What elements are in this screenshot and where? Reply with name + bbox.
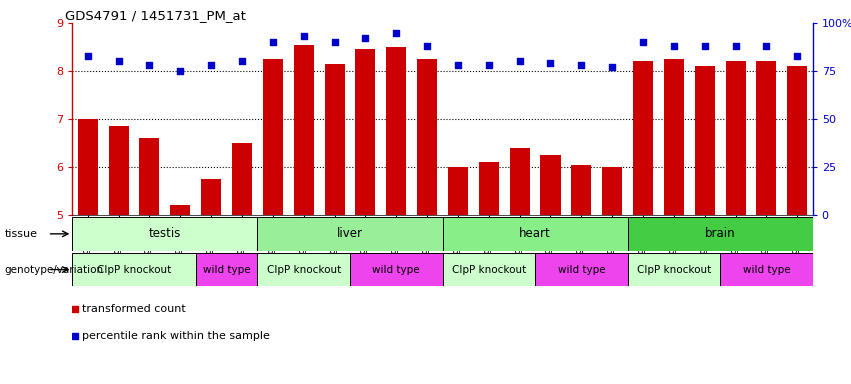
Point	[390, 30, 403, 36]
Point	[358, 35, 372, 41]
Bar	[140, 138, 159, 215]
Point	[328, 39, 341, 45]
Text: brain: brain	[705, 227, 735, 240]
Text: ClpP knockout: ClpP knockout	[97, 265, 171, 275]
Point	[266, 39, 280, 45]
Point	[760, 43, 774, 49]
Text: wild type: wild type	[557, 265, 605, 275]
Bar	[294, 45, 314, 215]
Text: ClpP knockout: ClpP knockout	[266, 265, 341, 275]
Bar	[720, 253, 813, 286]
Point	[235, 58, 248, 65]
Bar	[757, 61, 776, 215]
Bar	[627, 217, 813, 251]
Bar	[72, 217, 257, 251]
Point	[698, 43, 711, 49]
Text: GDS4791 / 1451731_PM_at: GDS4791 / 1451731_PM_at	[65, 9, 246, 22]
Point	[174, 68, 187, 74]
Bar	[540, 155, 561, 215]
Bar	[603, 167, 622, 215]
Bar	[356, 50, 375, 215]
Bar	[72, 253, 196, 286]
Text: percentile rank within the sample: percentile rank within the sample	[82, 331, 270, 341]
Bar	[324, 64, 345, 215]
Text: testis: testis	[149, 227, 181, 240]
Text: genotype/variation: genotype/variation	[4, 265, 103, 275]
Bar	[443, 217, 627, 251]
Text: wild type: wild type	[373, 265, 420, 275]
Point	[297, 33, 311, 40]
Bar	[664, 59, 684, 215]
Text: tissue: tissue	[4, 229, 37, 239]
Text: wild type: wild type	[203, 265, 250, 275]
Point	[667, 43, 681, 49]
Bar	[627, 253, 720, 286]
Text: ClpP knockout: ClpP knockout	[452, 265, 526, 275]
Text: transformed count: transformed count	[82, 305, 186, 314]
Bar	[196, 253, 257, 286]
Bar	[787, 66, 808, 215]
Bar	[633, 61, 653, 215]
Point	[143, 62, 157, 68]
Text: wild type: wild type	[743, 265, 791, 275]
Bar	[571, 165, 591, 215]
Point	[574, 62, 588, 68]
Bar	[109, 126, 129, 215]
Bar	[386, 47, 406, 215]
Point	[204, 62, 218, 68]
Bar	[443, 253, 535, 286]
Point	[482, 62, 495, 68]
Bar	[257, 217, 443, 251]
Point	[728, 43, 742, 49]
Text: ClpP knockout: ClpP knockout	[637, 265, 711, 275]
Bar	[350, 253, 443, 286]
Point	[544, 60, 557, 66]
Bar	[694, 66, 715, 215]
Point	[451, 62, 465, 68]
Point	[637, 39, 650, 45]
Bar	[535, 253, 627, 286]
Bar	[417, 59, 437, 215]
Point	[420, 43, 434, 49]
Bar	[232, 143, 252, 215]
Bar	[726, 61, 745, 215]
Bar	[257, 253, 350, 286]
Point	[605, 64, 619, 70]
Bar	[201, 179, 221, 215]
Text: liver: liver	[337, 227, 363, 240]
Bar	[263, 59, 283, 215]
Point	[81, 53, 94, 59]
Bar	[170, 205, 191, 215]
Point	[513, 58, 527, 65]
Bar	[448, 167, 468, 215]
Point	[791, 53, 804, 59]
Bar	[479, 162, 499, 215]
Bar	[77, 119, 98, 215]
Bar	[510, 148, 529, 215]
Point	[111, 58, 125, 65]
Text: heart: heart	[519, 227, 551, 240]
